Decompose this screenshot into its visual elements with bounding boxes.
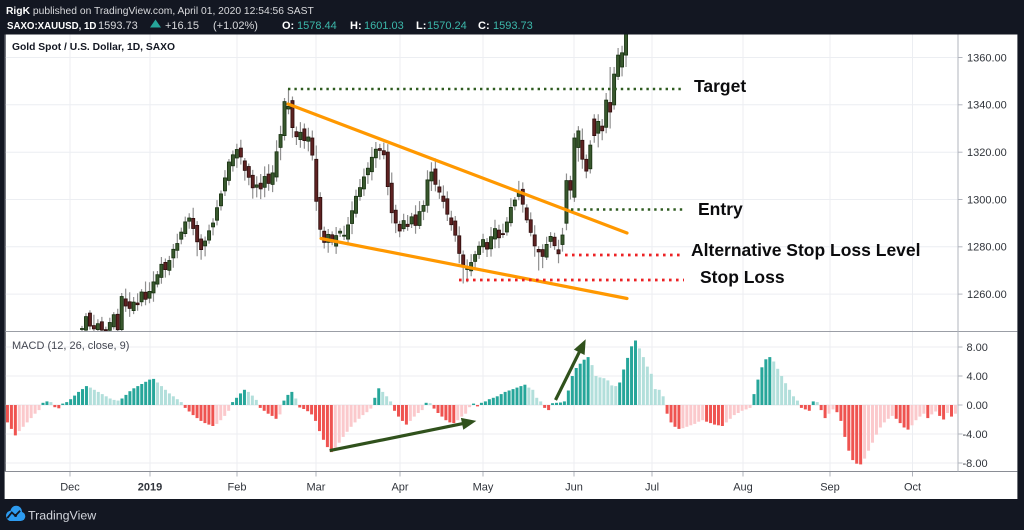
svg-text:1570.24: 1570.24	[427, 20, 467, 32]
svg-text:Jun: Jun	[565, 482, 583, 494]
svg-text:8.00: 8.00	[967, 342, 988, 354]
svg-text:1601.03: 1601.03	[364, 20, 404, 32]
svg-text:Jul: Jul	[645, 482, 659, 494]
svg-text:Stop Loss: Stop Loss	[700, 267, 785, 287]
svg-text:Mar: Mar	[307, 482, 326, 494]
svg-text:Entry: Entry	[698, 199, 743, 219]
svg-text:RigK published on TradingView.: RigK published on TradingView.com, April…	[6, 6, 314, 17]
svg-text:Alternative Stop Loss Level: Alternative Stop Loss Level	[691, 240, 921, 260]
svg-text:Oct: Oct	[904, 482, 921, 494]
svg-text:O:: O:	[282, 20, 294, 32]
svg-text:Sep: Sep	[820, 482, 840, 494]
svg-text:May: May	[473, 482, 494, 494]
svg-text:H:: H:	[350, 20, 362, 32]
svg-text:+16.15: +16.15	[165, 20, 199, 32]
svg-text:1593.73: 1593.73	[98, 20, 138, 32]
svg-text:TradingView: TradingView	[28, 509, 96, 523]
svg-text:1260.00: 1260.00	[967, 289, 1007, 301]
svg-text:1320.00: 1320.00	[967, 147, 1007, 159]
svg-text:2019: 2019	[138, 482, 162, 494]
svg-text:1360.00: 1360.00	[967, 52, 1007, 64]
svg-text:Dec: Dec	[60, 482, 80, 494]
svg-text:-4.00: -4.00	[963, 429, 988, 441]
svg-text:Aug: Aug	[733, 482, 753, 494]
svg-text:0.00: 0.00	[967, 400, 988, 412]
svg-text:1578.44: 1578.44	[297, 20, 337, 32]
svg-text:Gold Spot / U.S. Dollar, 1D, S: Gold Spot / U.S. Dollar, 1D, SAXO	[12, 42, 175, 53]
svg-text:SAXO:XAUUSD, 1D: SAXO:XAUUSD, 1D	[7, 21, 96, 32]
svg-text:C:: C:	[478, 20, 490, 32]
svg-text:Target: Target	[694, 76, 746, 96]
svg-text:1300.00: 1300.00	[967, 194, 1007, 206]
svg-text:4.00: 4.00	[967, 371, 988, 383]
svg-text:-8.00: -8.00	[963, 458, 988, 470]
svg-text:1340.00: 1340.00	[967, 100, 1007, 112]
svg-text:(+1.02%): (+1.02%)	[213, 20, 258, 32]
svg-text:1593.73: 1593.73	[493, 20, 533, 32]
svg-text:L:: L:	[416, 20, 426, 32]
svg-text:MACD (12, 26, close, 9): MACD (12, 26, close, 9)	[12, 340, 129, 352]
svg-text:Apr: Apr	[391, 482, 408, 494]
svg-text:1280.00: 1280.00	[967, 242, 1007, 254]
svg-text:Feb: Feb	[228, 482, 247, 494]
